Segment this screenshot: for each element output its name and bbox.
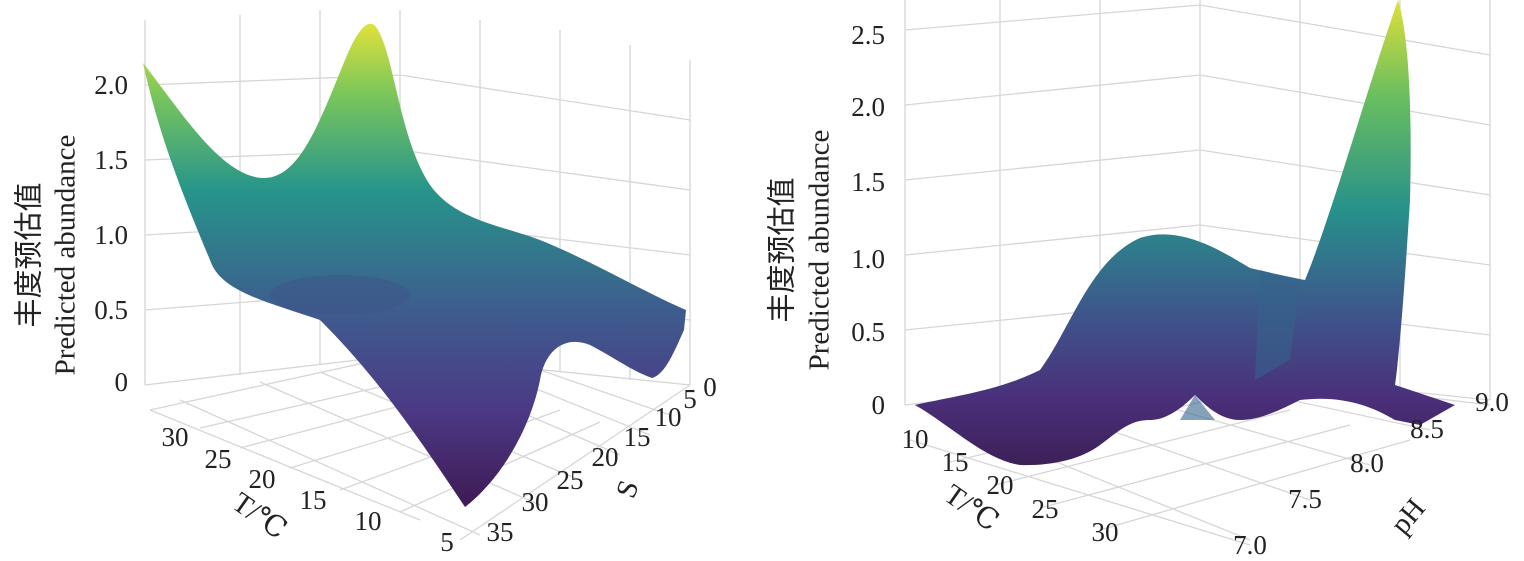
z-tick-label: 2.5 [851,20,885,50]
x-axis-label: T/℃ [226,486,292,546]
x-tick-label: 5 [440,527,454,557]
y-axis-label: S [610,476,646,502]
x-tick-label: 30 [1092,517,1119,547]
y-tick-label: 35 [487,517,514,547]
z-tick-label: 1.5 [851,167,885,197]
z-tick-label: 1.5 [94,145,128,175]
x-tick-label: 15 [942,447,969,477]
x-tick-label: 10 [355,506,382,536]
x-tick-label: 10 [902,424,929,454]
y-tick-label: 8.0 [1350,448,1384,478]
y-tick-label: 10 [655,402,682,432]
y-tick-label: 7.5 [1288,484,1322,514]
z-tick-label: 0 [115,367,129,397]
z-tick-label: 2.0 [851,92,885,122]
z-tick-label: 2.0 [94,70,128,100]
y-tick-label: 0 [703,372,717,402]
y-tick-label: 9.0 [1475,387,1509,417]
y-tick-label: 15 [624,422,651,452]
x-tick-label: 20 [987,470,1014,500]
z-axis-label-cn: 丰度预估值 [766,177,799,322]
left-surface [143,23,686,507]
z-tick-label: 0 [872,390,886,420]
x-tick-label: 20 [249,464,276,494]
y-tick-label: 5 [683,384,697,414]
y-axis-label: pH [1385,493,1432,541]
y-tick-label: 7.0 [1233,530,1267,560]
y-tick-label: 8.5 [1410,414,1444,444]
z-tick-label: 0.5 [94,295,128,325]
x-tick-label: 30 [162,422,189,452]
y-tick-label: 20 [592,442,619,472]
z-tick-label: 1.0 [94,220,128,250]
x-tick-label: 15 [300,485,327,515]
z-tick-label: 1.0 [851,244,885,274]
z-axis-label-cn: 丰度预估值 [13,182,46,327]
x-tick-label: 25 [1032,494,1059,524]
left-surface-shading [270,275,410,315]
right-surface-shading [1180,270,1300,420]
z-axis-label-en: Predicted abundance [50,135,82,376]
x-tick-label: 25 [205,444,232,474]
right-surface [915,0,1455,466]
y-tick-label: 25 [557,465,584,495]
right-grid [904,0,1491,546]
y-tick-label: 30 [522,487,549,517]
z-axis-label-en: Predicted abundance [804,130,836,371]
z-tick-label: 0.5 [851,317,885,347]
